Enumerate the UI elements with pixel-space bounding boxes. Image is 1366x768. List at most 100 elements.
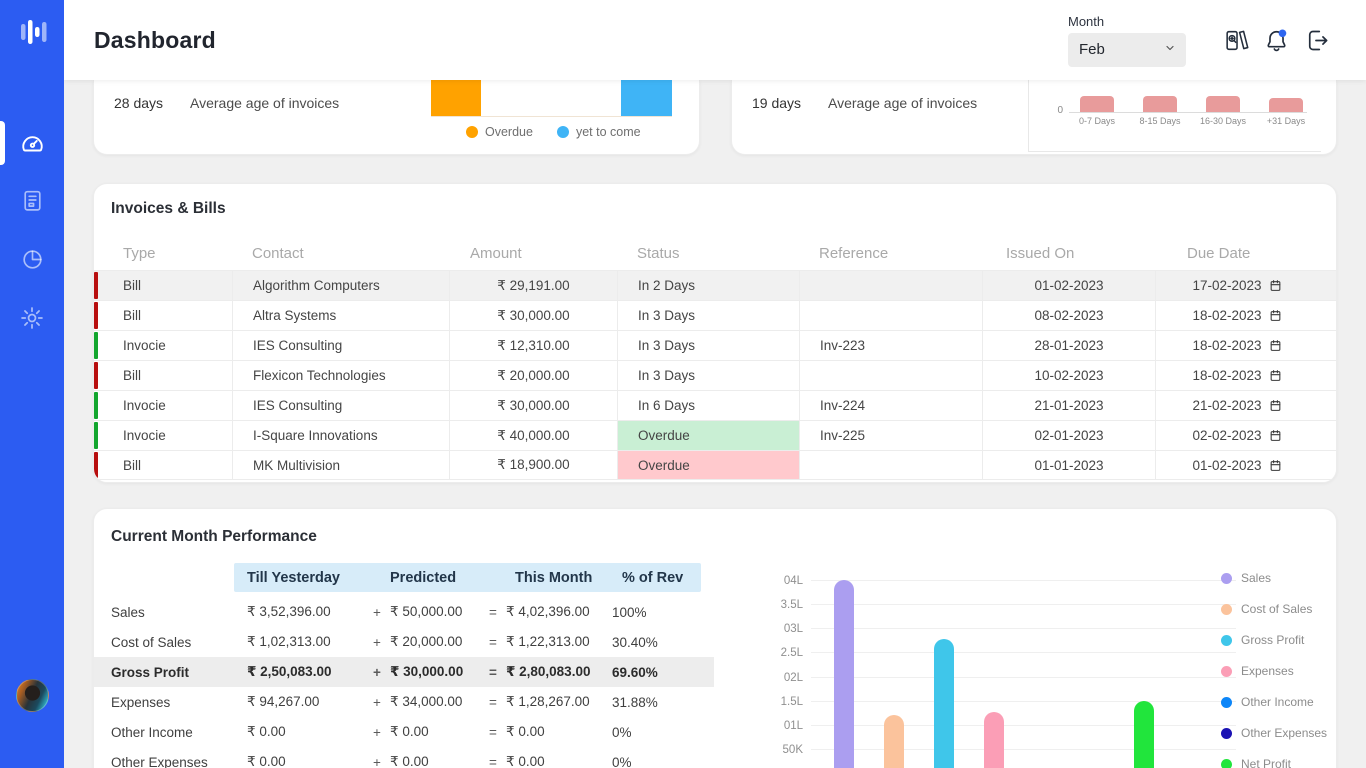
due-date-text: 18-02-2023 [1192, 308, 1262, 323]
cell-type: Bill [123, 368, 142, 383]
invoices-table-body: Bill Algorithm Computers ₹ 29,191.00 In … [94, 270, 1336, 480]
calendar-icon[interactable] [1269, 369, 1282, 382]
sidebar-item-settings[interactable] [0, 291, 64, 350]
cell-status: In 3 Days [617, 301, 799, 330]
cell-amount: ₹ 40,000.00 [449, 421, 617, 450]
col-header-reference: Reference [819, 244, 889, 262]
cell-reference [799, 361, 982, 390]
col-header-this-month: This Month [515, 569, 593, 586]
main-content: 28 days Average age of invoices Overdue y… [64, 80, 1366, 768]
month-filter: Month Feb [1068, 14, 1186, 67]
legend-dot-icon [1221, 634, 1232, 646]
calendar-icon[interactable] [1269, 279, 1282, 292]
performance-row: Sales ₹ 3,52,396.00 + ₹ 50,000.00 = ₹ 4,02,39… [94, 597, 714, 627]
table-row[interactable]: Bill MK Multivision ₹ 18,900.00 Overdue … [94, 450, 1336, 480]
app-logo-icon[interactable] [0, 0, 64, 64]
performance-table-header: Till Yesterday Predicted This Month % of… [234, 563, 701, 592]
cell-issued-on: 01-02-2023 [982, 271, 1155, 300]
calendar-icon[interactable] [1269, 429, 1282, 442]
legend-item: Expenses [1221, 664, 1327, 678]
payables-bar-+31-days [1269, 97, 1303, 112]
perf-cell-this-month: ₹ 0.00 [506, 724, 545, 739]
perf-cell-equals: = [489, 754, 497, 768]
y-axis-tick-label: 02L [783, 671, 803, 684]
audit-books-icon[interactable] [1216, 20, 1256, 60]
x-axis-tick-label: +31 Days [1266, 116, 1306, 126]
legend-item: Net Profit [1221, 757, 1327, 768]
legend-dot-icon [1221, 727, 1232, 739]
sidebar-item-reports[interactable] [0, 232, 64, 291]
col-header-pct-of-rev: % of Rev [622, 569, 684, 586]
performance-card: Current Month Performance Till Yesterday… [93, 508, 1337, 768]
document-icon [20, 188, 45, 218]
calendar-icon[interactable] [1269, 459, 1282, 472]
legend-dot-icon [1221, 696, 1232, 708]
table-row[interactable]: Bill Algorithm Computers ₹ 29,191.00 In … [94, 270, 1336, 300]
col-header-contact: Contact [252, 244, 304, 262]
col-header-till-yesterday: Till Yesterday [247, 569, 340, 586]
calendar-icon[interactable] [1269, 339, 1282, 352]
gridline [811, 700, 1236, 702]
due-date-text: 18-02-2023 [1192, 338, 1262, 353]
perf-cell-label: Expenses [111, 694, 171, 710]
table-row[interactable]: Bill Altra Systems ₹ 30,000.00 In 3 Days… [94, 300, 1336, 330]
cell-status: In 3 Days [617, 331, 799, 360]
table-row[interactable]: Invocie IES Consulting ₹ 30,000.00 In 6 … [94, 390, 1336, 420]
table-row[interactable]: Invocie I-Square Innovations ₹ 40,000.00… [94, 420, 1336, 450]
payables-days-value: 19 days [752, 95, 802, 111]
cell-contact: Flexicon Technologies [232, 361, 449, 390]
payables-aging-card: 19 days Average age of invoices 0 0-7 Da… [731, 80, 1337, 155]
cell-issued-on: 08-02-2023 [982, 301, 1155, 330]
sidebar-item-invoices[interactable] [0, 173, 64, 232]
sidebar-item-dashboard[interactable] [0, 114, 64, 173]
legend-dot-icon [466, 126, 478, 138]
table-row[interactable]: Invocie IES Consulting ₹ 12,310.00 In 3 … [94, 330, 1336, 360]
cell-due-date: 02-02-2023 [1155, 421, 1318, 450]
legend-label: Sales [1241, 571, 1272, 585]
due-date-text: 02-02-2023 [1192, 428, 1262, 443]
perf-cell-pct: 0% [612, 754, 632, 768]
cell-reference: Inv-225 [799, 421, 982, 450]
top-header: Dashboard Month Feb [64, 0, 1366, 80]
perf-cell-till-yesterday: ₹ 2,50,083.00 [247, 664, 332, 679]
chevron-down-icon [1164, 41, 1176, 58]
cell-status: Overdue [617, 421, 799, 450]
cell-issued-on: 01-01-2023 [982, 451, 1155, 479]
perf-cell-equals: = [489, 694, 497, 710]
cell-amount: ₹ 12,310.00 [449, 331, 617, 360]
cell-amount: ₹ 18,900.00 [449, 451, 617, 479]
invoices-bills-title: Invoices & Bills [111, 200, 226, 217]
gridline [811, 676, 1236, 678]
performance-row: Other Expenses ₹ 0.00 + ₹ 0.00 = ₹ 0.00 0% [94, 747, 714, 768]
cell-issued-on: 28-01-2023 [982, 331, 1155, 360]
notifications-bell-icon[interactable] [1256, 20, 1296, 60]
performance-legend: Sales Cost of Sales Gross Profit Expenses Ot… [1221, 571, 1327, 768]
month-select[interactable]: Feb [1068, 32, 1186, 67]
receivables-bar-yet-to-come [621, 80, 672, 116]
perf-cell-label: Cost of Sales [111, 634, 192, 650]
perf-cell-pct: 0% [612, 724, 632, 740]
chart-bar-sales [834, 579, 854, 768]
perf-cell-pct: 69.60% [612, 664, 658, 680]
col-header-due-date: Due Date [1187, 244, 1251, 262]
table-row[interactable]: Bill Flexicon Technologies ₹ 20,000.00 I… [94, 360, 1336, 390]
perf-cell-predicted: ₹ 34,000.00 [390, 694, 463, 709]
gridline [811, 628, 1236, 630]
cell-issued-on: 21-01-2023 [982, 391, 1155, 420]
perf-cell-till-yesterday: ₹ 94,267.00 [247, 694, 320, 709]
calendar-icon[interactable] [1269, 399, 1282, 412]
due-date-text: 17-02-2023 [1192, 278, 1262, 293]
row-type-indicator [94, 302, 98, 329]
calendar-icon[interactable] [1269, 309, 1282, 322]
due-date-text: 01-02-2023 [1192, 457, 1262, 473]
pie-chart-icon [20, 247, 45, 277]
col-header-predicted: Predicted [390, 569, 457, 586]
user-avatar[interactable] [16, 679, 49, 712]
logout-icon[interactable] [1296, 20, 1336, 60]
payables-bar-0-7-days [1080, 96, 1114, 112]
perf-cell-plus: + [373, 664, 381, 680]
cell-type: Invocie [123, 398, 166, 413]
receivables-days-label: Average age of invoices [190, 95, 340, 111]
cell-type: Bill [123, 308, 142, 323]
cell-due-date: 01-02-2023 [1155, 451, 1318, 479]
